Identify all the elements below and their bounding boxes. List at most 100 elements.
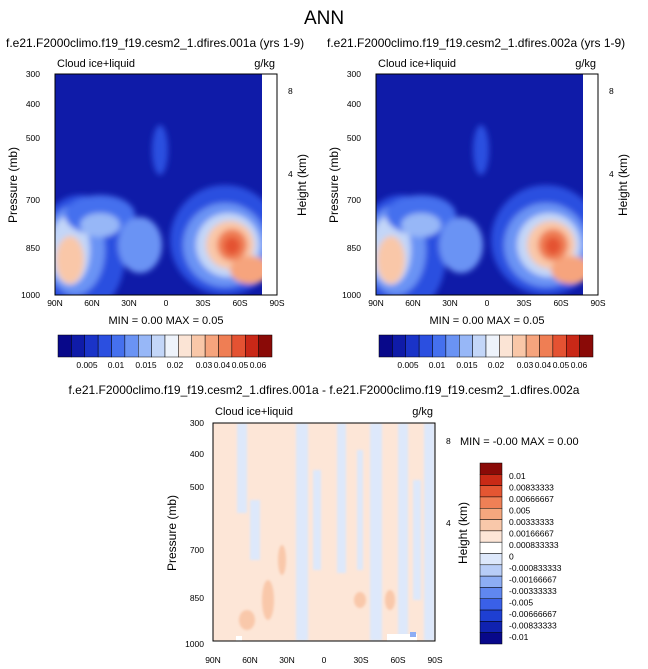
colorbar-label: 0.000833333 bbox=[509, 540, 559, 550]
x-tick-label: 60N bbox=[84, 298, 100, 308]
y-tick-label: 400 bbox=[347, 99, 361, 109]
y-tick-label: 1000 bbox=[21, 290, 40, 300]
colorbar-label: 0.02 bbox=[488, 360, 505, 370]
colorbar-swatch bbox=[392, 334, 406, 358]
panel-1-contour-field bbox=[55, 74, 277, 295]
y-tick-label: 700 bbox=[190, 545, 204, 555]
colorbar-swatch bbox=[512, 334, 527, 358]
colorbar-swatch bbox=[479, 587, 503, 599]
y-tick-label: 1000 bbox=[185, 639, 204, 649]
colorbar-swatch bbox=[138, 334, 152, 358]
colorbar-label: 0.04 bbox=[535, 360, 552, 370]
colorbar-swatch bbox=[479, 609, 503, 622]
colorbar-label: 0.00166667 bbox=[509, 529, 554, 539]
y-tick-label: 850 bbox=[190, 593, 204, 603]
y-tick-label: 300 bbox=[347, 69, 361, 79]
colorbar-swatch bbox=[97, 334, 112, 358]
colorbar-swatch bbox=[459, 334, 473, 358]
x-tick-label: 30S bbox=[516, 298, 531, 308]
right-tick-label: 8 bbox=[288, 86, 293, 96]
panel-1-ylabel: Pressure (mb) bbox=[6, 147, 20, 223]
x-tick-label: 60S bbox=[553, 298, 568, 308]
colorbar-label: 0.06 bbox=[250, 360, 267, 370]
colorbar-label: 0.00666667 bbox=[509, 494, 554, 504]
colorbar-swatch bbox=[539, 334, 554, 358]
right-tick-label: 8 bbox=[446, 436, 451, 446]
colorbar-swatch bbox=[479, 519, 503, 532]
colorbar-label: 0.005 bbox=[76, 360, 98, 370]
colorbar-label: 0.005 bbox=[509, 506, 531, 516]
x-tick-label: 30S bbox=[195, 298, 210, 308]
colorbar-swatch bbox=[111, 334, 126, 358]
panel-3-ylabel: Pressure (mb) bbox=[165, 495, 179, 571]
colorbar-swatch bbox=[164, 334, 179, 358]
right-tick-label: 4 bbox=[288, 169, 293, 179]
x-tick-label: 60S bbox=[390, 655, 405, 665]
y-tick-label: 300 bbox=[26, 69, 40, 79]
colorbar-swatch bbox=[218, 334, 233, 358]
y-tick-label: 700 bbox=[26, 195, 40, 205]
colorbar-swatch bbox=[151, 334, 166, 358]
right-tick-label: 4 bbox=[446, 518, 451, 528]
colorbar-label: 0.015 bbox=[135, 360, 157, 370]
panel-2-variable-label: Cloud ice+liquid bbox=[378, 58, 456, 70]
y-tick-label: 700 bbox=[347, 195, 361, 205]
colorbar-swatch bbox=[245, 334, 259, 358]
colorbar-label: 0.01 bbox=[509, 471, 526, 481]
panel-2-colorbar-labels: 0.005 0.01 0.015 0.02 0.03 0.04 0.05 0.0… bbox=[397, 360, 587, 370]
colorbar-swatch bbox=[479, 575, 503, 588]
panel-2-title: f.e21.F2000climo.f19_f19.cesm2_1.dfires.… bbox=[327, 36, 625, 50]
panel-3-colorbar-labels: 0.01 0.00833333 0.00666667 0.005 0.00333… bbox=[509, 471, 562, 642]
colorbar-swatch bbox=[499, 334, 513, 358]
y-tick-label: 400 bbox=[190, 449, 204, 459]
panel-2-colorbar bbox=[378, 334, 594, 358]
panel-3-units-label: g/kg bbox=[412, 406, 433, 418]
x-tick-label: 0 bbox=[485, 298, 490, 308]
colorbar-swatch bbox=[479, 541, 503, 554]
colorbar-swatch bbox=[378, 334, 393, 358]
colorbar-swatch bbox=[84, 334, 99, 358]
colorbar-swatch bbox=[479, 553, 503, 566]
panel-3-stats: MIN = -0.00 MAX = 0.00 bbox=[460, 436, 579, 448]
colorbar-swatch bbox=[479, 564, 503, 577]
panel-3-x-ticks: 90N 60N 30N 0 30S 60S 90S bbox=[205, 655, 443, 665]
panel-1: f.e21.F2000climo.f19_f19.cesm2_1.dfires.… bbox=[6, 36, 309, 370]
y-tick-label: 500 bbox=[347, 133, 361, 143]
panel-2-ylabel-right: Height (km) bbox=[616, 154, 630, 216]
colorbar-swatch bbox=[405, 334, 420, 358]
colorbar-swatch bbox=[71, 334, 85, 358]
panel-3-ylabel-right: Height (km) bbox=[456, 502, 470, 564]
x-tick-label: 30N bbox=[121, 298, 137, 308]
y-tick-label: 850 bbox=[26, 243, 40, 253]
colorbar-label: 0.04 bbox=[214, 360, 231, 370]
colorbar-swatch bbox=[479, 632, 503, 645]
panel-2: f.e21.F2000climo.f19_f19.cesm2_1.dfires.… bbox=[327, 36, 630, 370]
colorbar-swatch bbox=[418, 334, 433, 358]
colorbar-label: -0.00833333 bbox=[509, 621, 557, 631]
y-tick-label: 1000 bbox=[342, 290, 361, 300]
panel-2-x-ticks: 90N 60N 30N 0 30S 60S 90S bbox=[368, 298, 606, 308]
colorbar-swatch bbox=[479, 508, 503, 520]
colorbar-swatch bbox=[485, 334, 500, 358]
colorbar-label: -0.00666667 bbox=[509, 609, 557, 619]
x-tick-label: 90S bbox=[269, 298, 284, 308]
panel-2-units-label: g/kg bbox=[575, 58, 596, 70]
colorbar-swatch bbox=[479, 462, 503, 475]
y-tick-label: 500 bbox=[190, 482, 204, 492]
x-tick-label: 60N bbox=[242, 655, 258, 665]
x-tick-label: 90N bbox=[205, 655, 221, 665]
colorbar-label: -0.000833333 bbox=[509, 563, 562, 573]
colorbar-label: 0.03 bbox=[517, 360, 534, 370]
y-tick-label: 400 bbox=[26, 99, 40, 109]
panel-1-title: f.e21.F2000climo.f19_f19.cesm2_1.dfires.… bbox=[6, 36, 304, 50]
right-tick-label: 8 bbox=[609, 86, 614, 96]
x-tick-label: 90N bbox=[368, 298, 384, 308]
colorbar-swatch bbox=[525, 334, 540, 358]
colorbar-label: 0.01 bbox=[108, 360, 125, 370]
panel-2-stats: MIN = 0.00 MAX = 0.05 bbox=[430, 315, 545, 327]
panel-1-x-ticks: 90N 60N 30N 0 30S 60S 90S bbox=[47, 298, 285, 308]
figure-title: ANN bbox=[304, 8, 344, 29]
colorbar-swatch bbox=[124, 334, 139, 358]
panel-1-ylabel-right: Height (km) bbox=[295, 154, 309, 216]
